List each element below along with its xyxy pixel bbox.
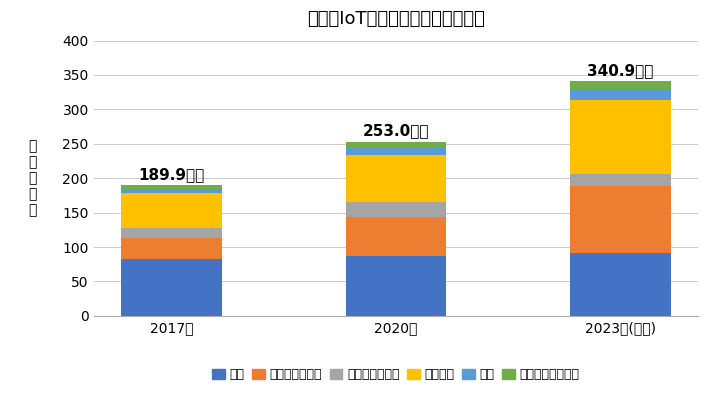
Text: 253.0億台: 253.0億台: [363, 123, 429, 138]
Text: 189.9億台: 189.9億台: [138, 167, 204, 182]
Text: 単
位
：
億
台: 単 位 ： 億 台: [28, 139, 37, 217]
Bar: [121, 189, 222, 194]
Bar: [121, 238, 222, 259]
Bar: [346, 217, 446, 256]
Title: 世界のIoTデバイス数の推移・予測: 世界のIoTデバイス数の推移・予測: [307, 10, 485, 28]
Legend: 通信, コンシューマー, コンピューター, 産業用途, 医療, 自動車・宇宙航空: 通信, コンシューマー, コンピューター, 産業用途, 医療, 自動車・宇宙航空: [207, 363, 585, 386]
Text: 340.9億台: 340.9億台: [588, 63, 654, 78]
Bar: [570, 186, 671, 253]
Bar: [346, 147, 446, 156]
Bar: [346, 142, 446, 147]
Bar: [346, 202, 446, 217]
Bar: [346, 256, 446, 316]
Bar: [121, 185, 222, 189]
Bar: [570, 90, 671, 100]
Bar: [570, 174, 671, 186]
Bar: [570, 100, 671, 174]
Bar: [346, 156, 446, 202]
Bar: [121, 259, 222, 316]
Bar: [121, 194, 222, 228]
Bar: [570, 253, 671, 316]
Bar: [570, 81, 671, 90]
Bar: [121, 228, 222, 238]
